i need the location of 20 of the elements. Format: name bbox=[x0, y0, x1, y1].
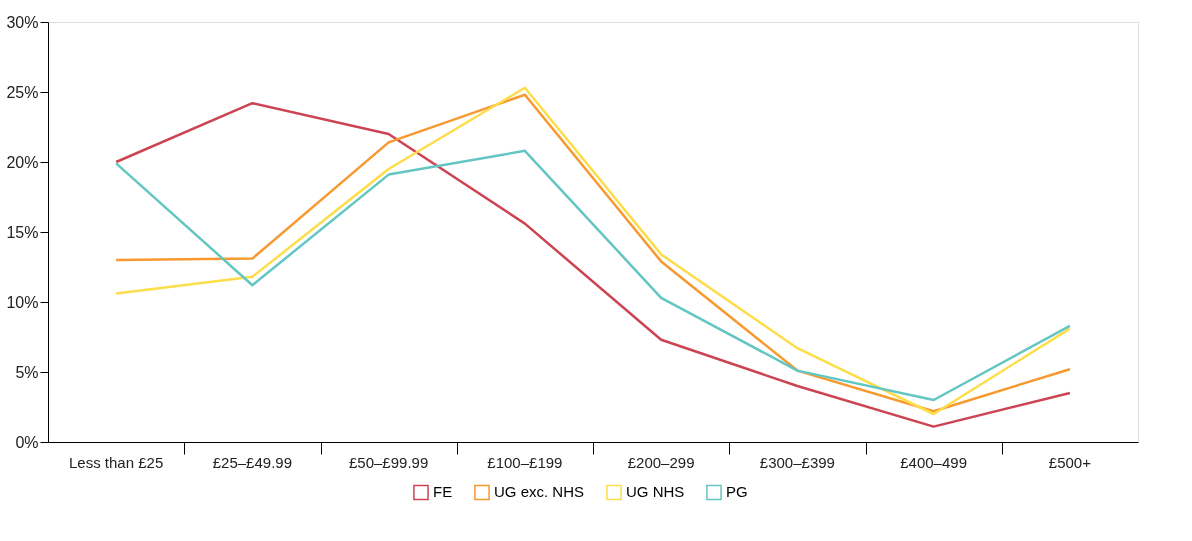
y-tick-label: 5% bbox=[15, 363, 39, 381]
x-tick-label: £400–499 bbox=[900, 454, 967, 471]
x-tick-label: Less than £25 bbox=[69, 454, 164, 471]
legend-label: FE bbox=[433, 483, 453, 501]
line-series bbox=[114, 149, 1072, 402]
y-tick-label: 10% bbox=[6, 293, 39, 311]
y-tick-label: 30% bbox=[6, 13, 39, 31]
y-tick-label: 20% bbox=[6, 153, 39, 171]
x-tick-label: £25–£49.99 bbox=[212, 454, 292, 471]
x-tick-label: £500+ bbox=[1048, 454, 1092, 471]
x-tick-label: £100–£199 bbox=[487, 454, 563, 471]
legend-label: UG exc. NHS bbox=[494, 483, 585, 501]
y-tick-label: 15% bbox=[6, 223, 39, 241]
legend-label: PG bbox=[726, 483, 748, 501]
x-tick-label: £50–£99.99 bbox=[349, 454, 429, 471]
x-tick-label: £300–£399 bbox=[759, 454, 835, 471]
y-tick-label: 25% bbox=[6, 83, 39, 101]
x-tick-label: £200–299 bbox=[627, 454, 695, 471]
y-tick-label: 0% bbox=[15, 433, 39, 451]
legend-label: UG NHS bbox=[626, 483, 685, 501]
